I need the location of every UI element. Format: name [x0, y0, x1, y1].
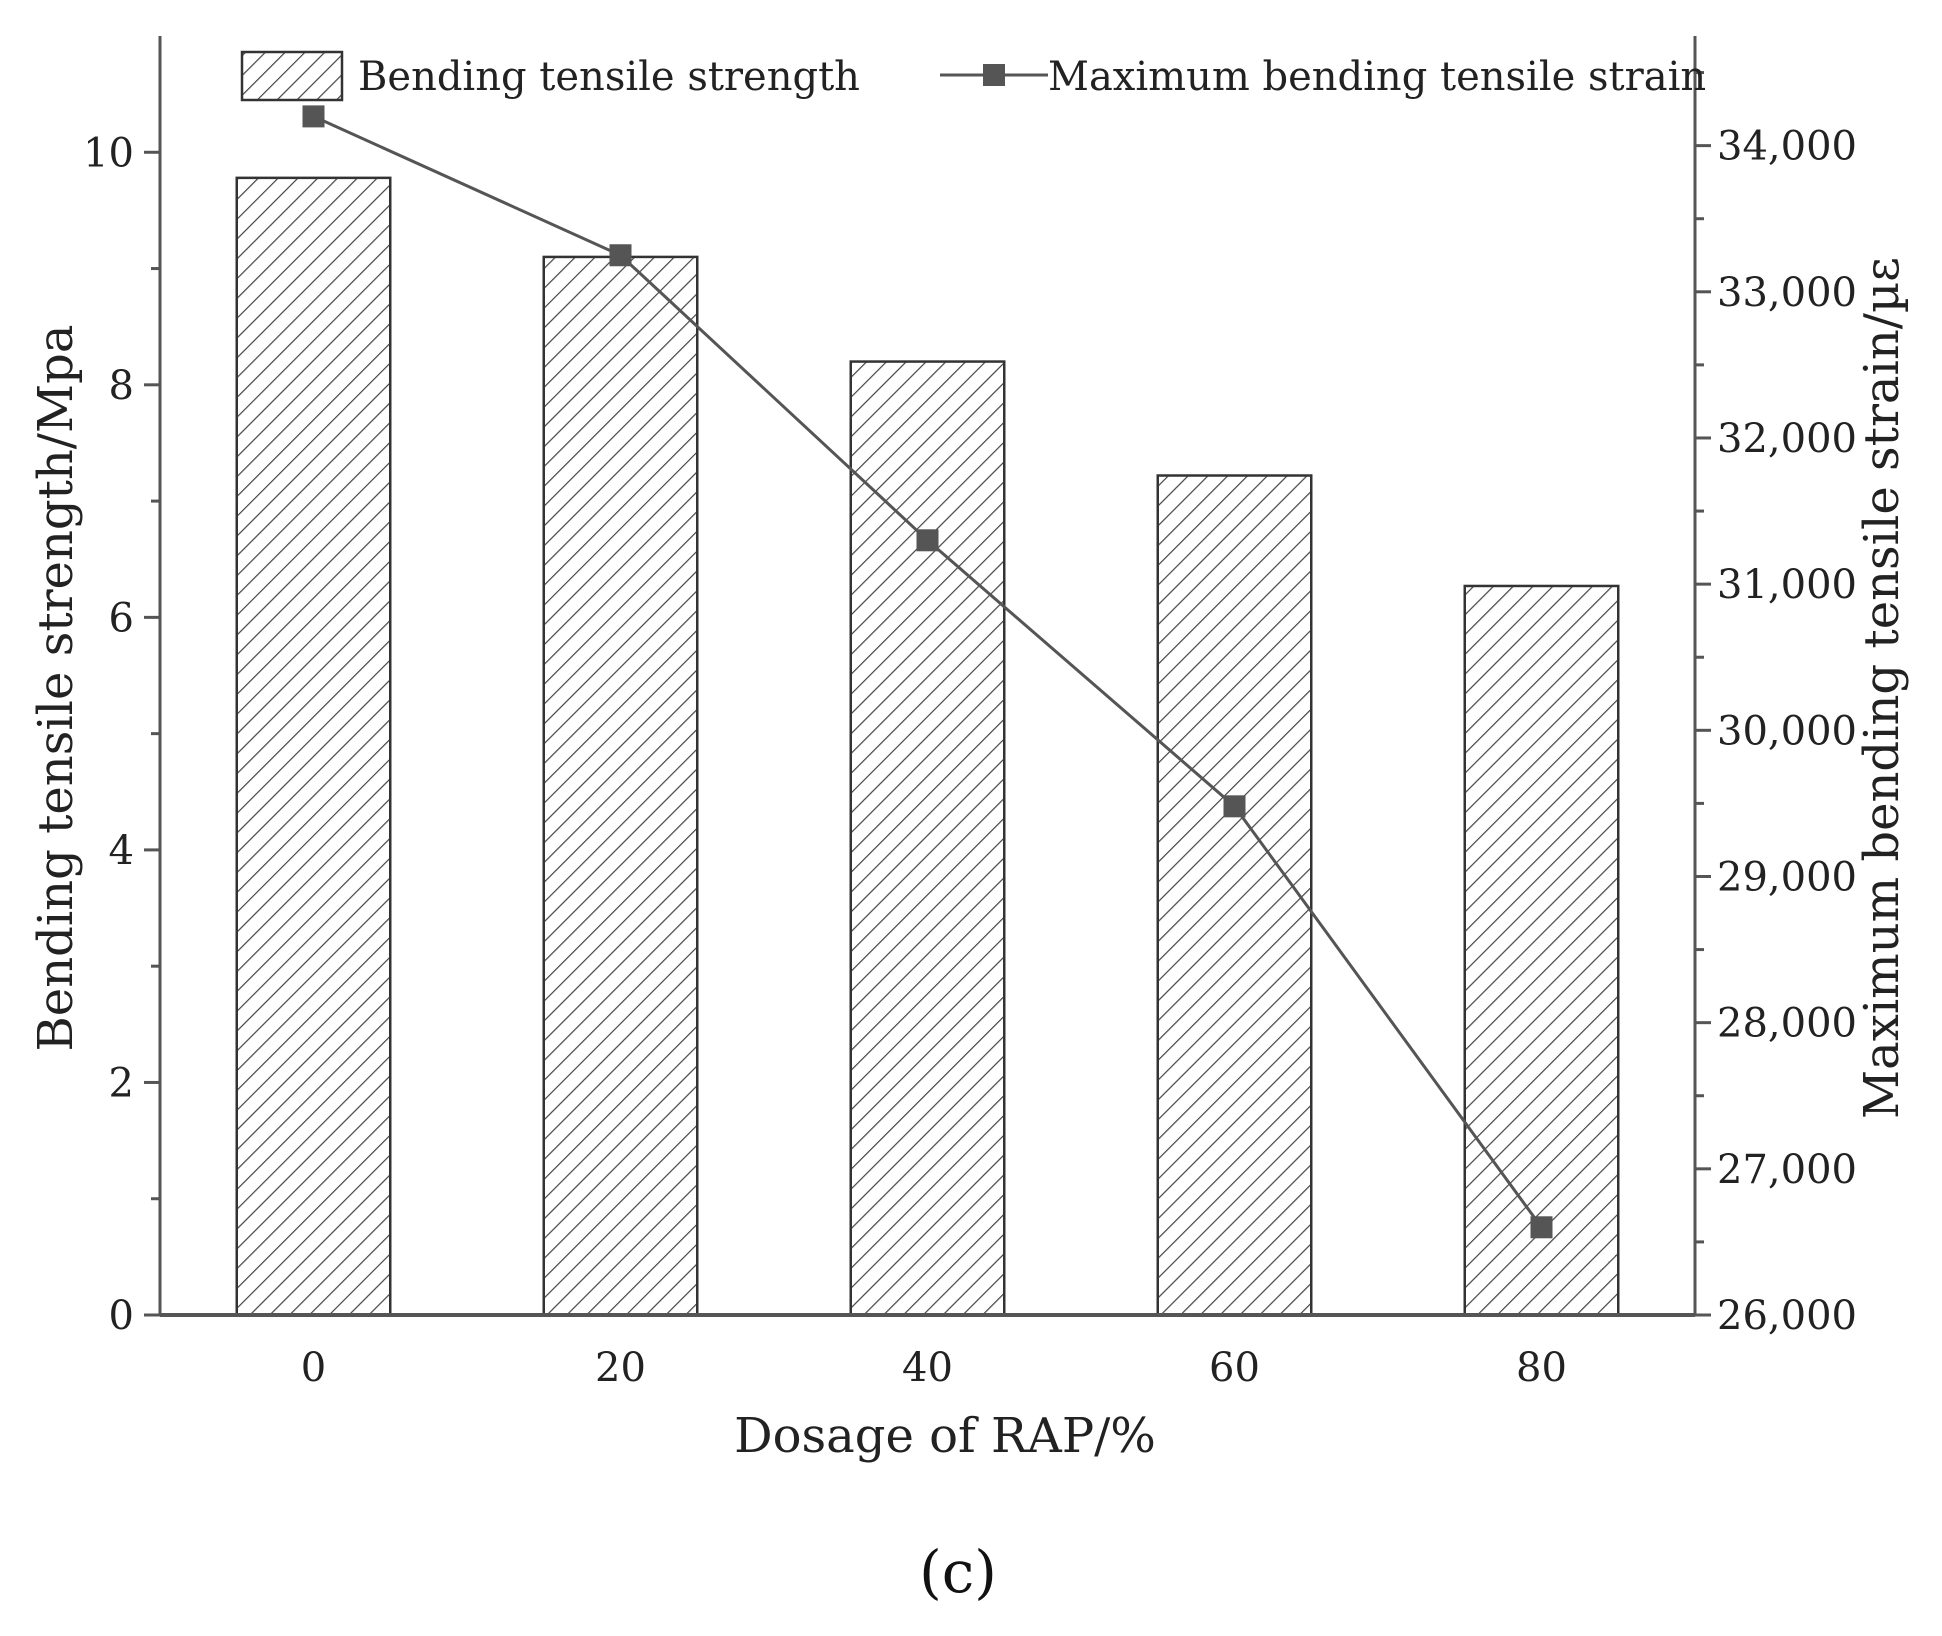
- y-right-tick-label-32000: 32,000: [1717, 416, 1857, 462]
- legend-line-marker: [983, 64, 1005, 86]
- x-tick-label-80: 80: [1516, 1345, 1567, 1391]
- bar-40: [849, 360, 1006, 1317]
- strain-point-80: [1530, 1216, 1553, 1239]
- strain-point-20: [609, 244, 632, 267]
- x-axis-title: Dosage of RAP/%: [734, 1408, 1156, 1464]
- strain-line-layer: [302, 105, 1553, 1239]
- legend-bar-label: Bending tensile strength: [358, 54, 860, 100]
- axes-layer: 0 2 4 6 8 10 26,000 27,000 28,000 29,000 30,000 31,…: [83, 36, 1857, 1391]
- y-left-tick-label-10: 10: [83, 130, 134, 176]
- y-right-tick-label-34000: 34,000: [1717, 124, 1857, 170]
- legend-line-label: Maximum bending tensile strain: [1048, 54, 1706, 100]
- y-left-tick-label-2: 2: [109, 1060, 134, 1106]
- x-tick-label-0: 0: [301, 1345, 326, 1391]
- y-left-tick-label-6: 6: [109, 595, 134, 641]
- bar-20: [542, 255, 699, 1317]
- y-left-axis-title: Bending tensile strength/Mpa: [28, 325, 84, 1052]
- y-right-tick-label-29000: 29,000: [1717, 854, 1857, 900]
- y-left-tick-label-0: 0: [109, 1293, 134, 1339]
- y-right-axis-title: Maximum bending tensile strain/µε: [1854, 257, 1910, 1119]
- x-tick-label-20: 20: [595, 1345, 646, 1391]
- bars-layer: [235, 176, 1620, 1317]
- bar-0: [235, 176, 392, 1317]
- x-tick-label-60: 60: [1209, 1345, 1260, 1391]
- y-right-tick-label-26000: 26,000: [1717, 1293, 1857, 1339]
- y-right-tick-label-30000: 30,000: [1717, 708, 1857, 754]
- legend-bar-swatch: [240, 50, 344, 102]
- panel-label: (c): [919, 1538, 997, 1606]
- y-right-tick-label-31000: 31,000: [1717, 562, 1857, 608]
- bar-80: [1463, 584, 1620, 1317]
- strain-point-60: [1223, 795, 1246, 818]
- y-right-tick-label-28000: 28,000: [1717, 1001, 1857, 1047]
- y-left-tick-label-8: 8: [109, 363, 134, 409]
- y-right-tick-label-33000: 33,000: [1717, 270, 1857, 316]
- x-tick-label-40: 40: [902, 1345, 953, 1391]
- y-left-tick-label-4: 4: [109, 828, 134, 874]
- strain-point-0: [302, 105, 325, 128]
- strain-point-40: [916, 529, 939, 552]
- legend: Bending tensile strength Maximum bending…: [240, 50, 1706, 102]
- y-right-tick-label-27000: 27,000: [1717, 1147, 1857, 1193]
- bar-60: [1156, 474, 1313, 1317]
